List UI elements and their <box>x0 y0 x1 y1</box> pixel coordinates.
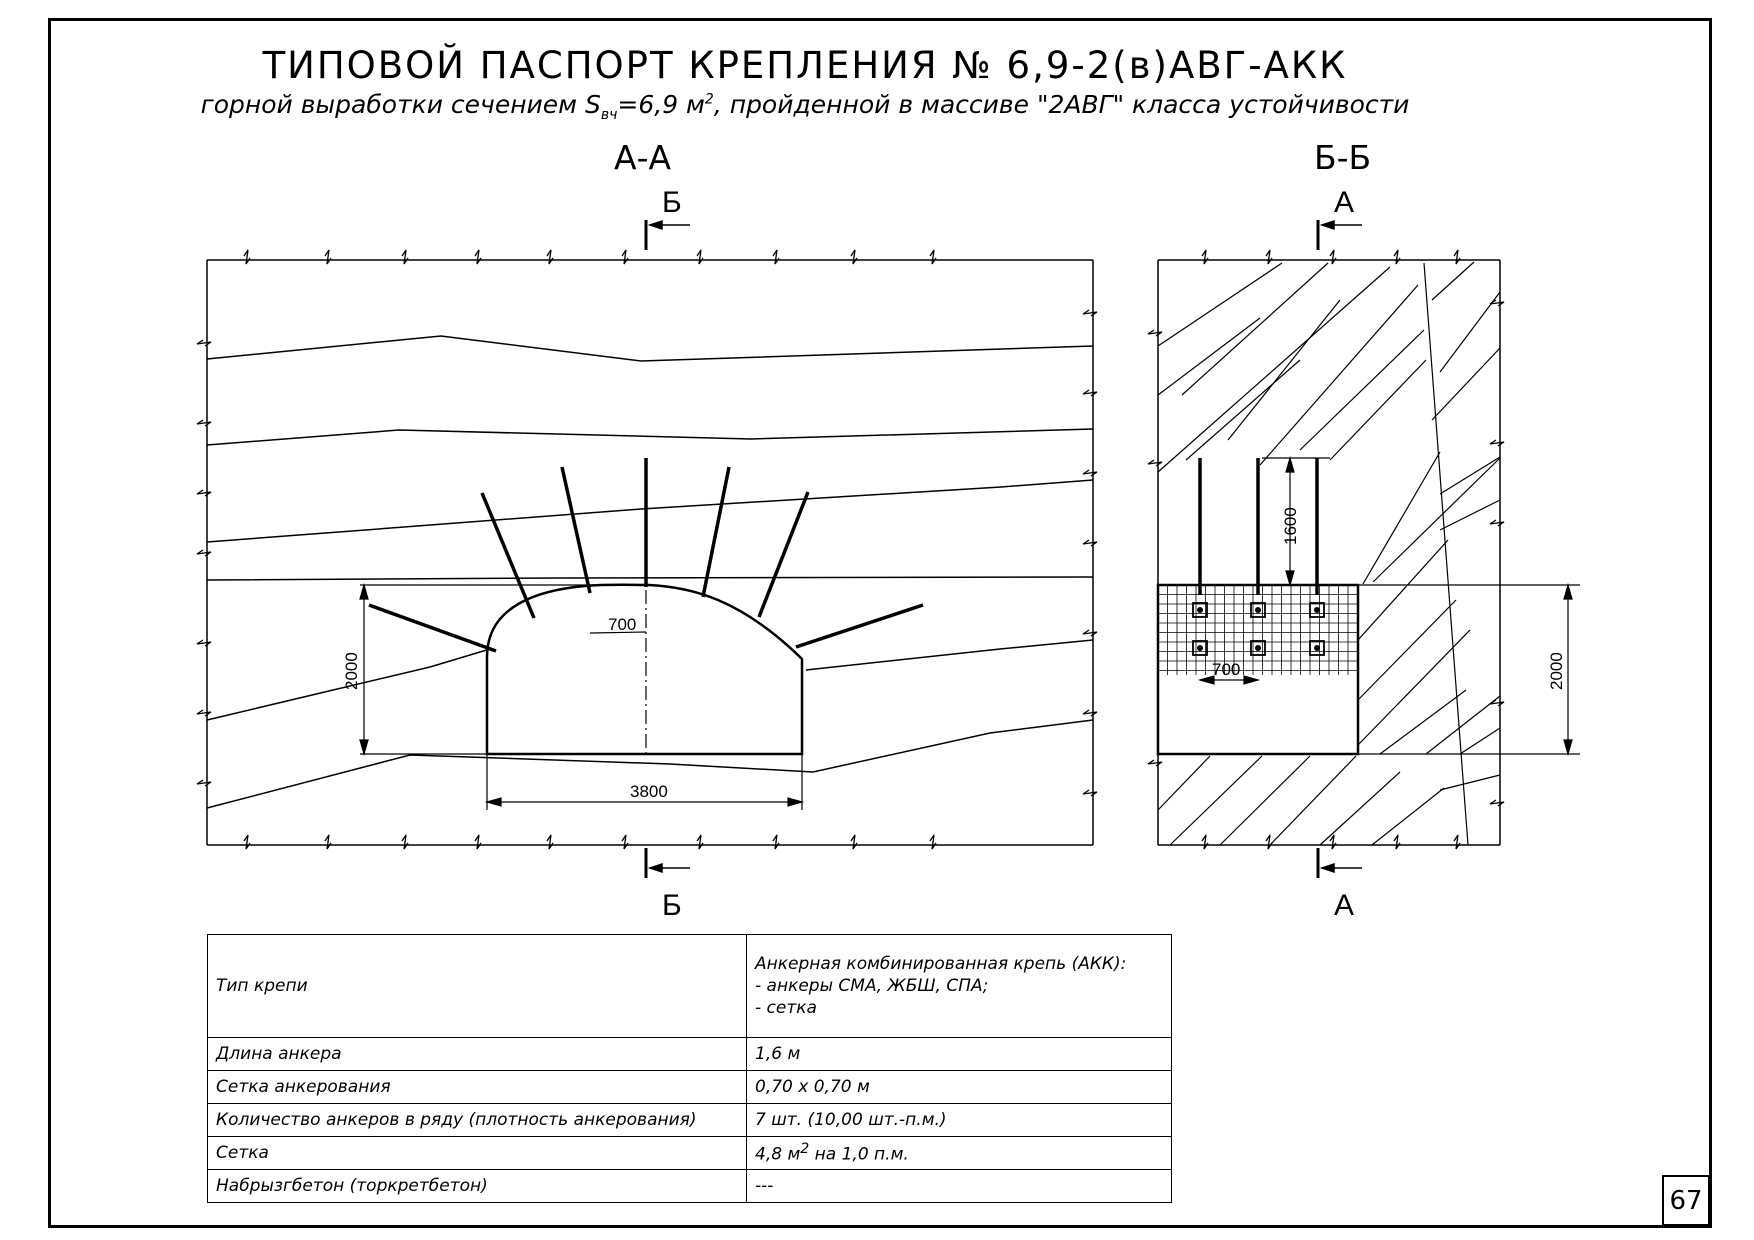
bb-dim-spacing-label: 700 <box>1212 660 1240 679</box>
bb-rock-bolts <box>1198 458 1319 595</box>
sheet-number: 67 <box>1662 1175 1710 1226</box>
aa-dimensions <box>359 582 805 810</box>
aa-strata-lines <box>206 335 1094 809</box>
aa-rock-bolts <box>368 458 924 653</box>
sheet-frame <box>48 18 1712 1228</box>
param-support-type: Тип крепи <box>207 934 747 1038</box>
table-row: Набрызгбетон (торкретбетон) --- <box>207 1169 1172 1203</box>
bb-dimensions <box>1197 455 1580 757</box>
param-anchor-length: Длина анкера <box>207 1037 747 1071</box>
subtitle-before: горной выработки сечением S <box>200 90 601 119</box>
bb-cut-top-label: А <box>1334 186 1354 219</box>
aa-rock-frame <box>206 259 1094 846</box>
bb-cut-bottom-label: А <box>1334 889 1354 922</box>
bb-bolt-heads <box>1197 607 1320 651</box>
value-anchor-length: 1,6 м <box>746 1037 1172 1071</box>
value-support-type: Анкерная комбинированная крепь (АКК): - … <box>746 934 1172 1038</box>
param-anchor-grid: Сетка анкерования <box>207 1070 747 1104</box>
value-support-type-line-1: Анкерная комбинированная крепь (АКК): <box>755 954 1127 974</box>
subtitle-after: , пройденной в массиве "2АВГ" класса уст… <box>713 90 1410 119</box>
section-aa-label: А-А <box>614 138 672 177</box>
subtitle-sub: вч <box>600 107 618 123</box>
bb-dim-anchor-label: 1600 <box>1281 507 1300 545</box>
value-mesh: 4,8 м2 на 1,0 п.м. <box>746 1136 1172 1170</box>
value-mesh-rest: на 1,0 п.м. <box>809 1144 909 1165</box>
param-anchor-count: Количество анкеров в ряду (плотность анк… <box>207 1103 747 1137</box>
param-mesh: Сетка <box>207 1136 747 1170</box>
value-shotcrete: --- <box>746 1169 1172 1203</box>
value-mesh-main: 4,8 м <box>755 1144 801 1165</box>
bb-bolt-plates <box>1192 602 1325 656</box>
table-row: Сетка 4,8 м2 на 1,0 п.м. <box>207 1136 1172 1170</box>
section-bb-label: Б-Б <box>1314 138 1372 177</box>
parameters-table: Тип крепи Анкерная комбинированная крепь… <box>207 934 1172 1203</box>
section-aa-drawing <box>196 219 1098 878</box>
value-support-type-line-2: - анкеры СМА, ЖБШ, СПА; <box>755 976 989 996</box>
drawing-text: Б Б 2000 3800 700 А А 1600 2000 700 <box>342 186 1566 922</box>
table-row: Длина анкера 1,6 м <box>207 1037 1172 1071</box>
aa-tunnel-profile <box>485 583 804 756</box>
aa-cut-top-label: Б <box>662 186 682 219</box>
aa-break-marks <box>196 249 1098 850</box>
bb-cut-arrows <box>1319 219 1362 874</box>
param-shotcrete: Набрызгбетон (торкретбетон) <box>207 1169 747 1203</box>
table-row: Количество анкеров в ряду (плотность анк… <box>207 1103 1172 1137</box>
bb-fracture-lines <box>1157 261 1501 846</box>
value-anchor-grid: 0,70 х 0,70 м <box>746 1070 1172 1104</box>
subtitle-middle: =6,9 м <box>617 90 705 119</box>
value-support-type-line-3: - сетка <box>755 998 817 1018</box>
value-anchor-count: 7 шт. (10,00 шт.-п.м.) <box>746 1103 1172 1137</box>
page-subtitle: горной выработки сечением Sвч=6,9 м2, пр… <box>0 90 1610 123</box>
page-title: ТИПОВОЙ ПАСПОРТ КРЕПЛЕНИЯ № 6,9-2(в)АВГ-… <box>262 44 1348 87</box>
bb-break-marks <box>1147 249 1505 850</box>
aa-dim-height-label: 2000 <box>342 652 361 690</box>
table-row: Сетка анкерования 0,70 х 0,70 м <box>207 1070 1172 1104</box>
bb-dim-height-label: 2000 <box>1547 652 1566 690</box>
section-bb-drawing <box>1147 219 1580 878</box>
aa-cut-bottom-label: Б <box>662 889 682 922</box>
aa-dim-width-label: 3800 <box>630 782 668 801</box>
aa-dim-spacing-label: 700 <box>608 615 636 634</box>
value-mesh-sup: 2 <box>800 1141 810 1158</box>
table-row: Тип крепи Анкерная комбинированная крепь… <box>207 934 1172 1038</box>
subtitle-sup: 2 <box>704 91 714 108</box>
aa-cut-arrows <box>647 219 690 874</box>
